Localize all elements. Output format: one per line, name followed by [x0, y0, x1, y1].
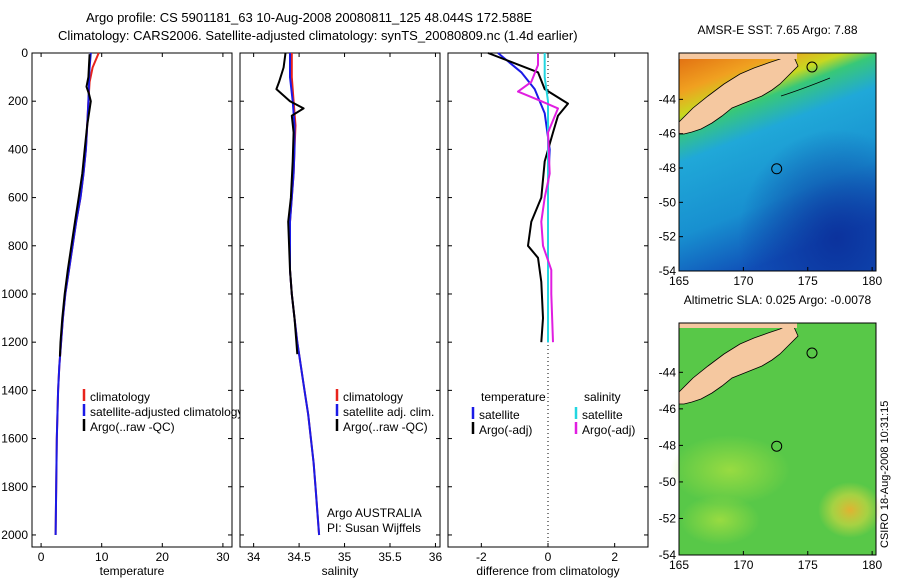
- y-tick-label: -52: [659, 230, 677, 244]
- x-tick-label: 165: [669, 274, 689, 288]
- y-tick-label: 1800: [1, 480, 28, 494]
- y-tick-label: 600: [8, 191, 28, 205]
- pi-label: PI: Susan Wijffels: [327, 521, 421, 535]
- sst-axes-box: [678, 52, 877, 272]
- argo-float-position-marker: [771, 163, 783, 175]
- sla-map-panel: Altimetric SLA: 0.025 Argo: -0.0078 165 17…: [659, 293, 883, 572]
- x-tick-label: 170: [733, 274, 753, 288]
- difference-x-axis-label: difference from climatology: [476, 564, 619, 578]
- temperature-x-axis-label: temperature: [100, 564, 165, 578]
- sla-light-region-2: [680, 495, 760, 545]
- sla-light-region: [670, 435, 790, 505]
- series-line-argo: [58, 54, 92, 357]
- new-zealand-land: [678, 53, 799, 135]
- y-tick-label: -54: [659, 264, 677, 278]
- x-tick-label: 180: [862, 274, 882, 288]
- y-tick-label: -44: [659, 365, 677, 379]
- y-tick-label: 200: [8, 94, 28, 108]
- x-tick-label: 0: [38, 550, 45, 564]
- legend-entry: satellite-adjusted climatology: [90, 405, 243, 419]
- legend-entry: satellite: [582, 408, 623, 422]
- y-tick-label: -48: [659, 438, 677, 452]
- y-tick-label: 800: [8, 239, 28, 253]
- x-tick-label: 35: [338, 550, 352, 564]
- y-tick-label: 1400: [1, 383, 28, 397]
- y-tick-label: -46: [659, 402, 677, 416]
- legend-entry: climatology: [343, 390, 403, 404]
- sst-map-panel: AMSR-E SST: 7.65 Argo: 7.88 165 170 175 180 -…: [659, 23, 883, 288]
- y-tick-label: 1600: [1, 432, 28, 446]
- series-line-argo: [275, 52, 305, 355]
- y-tick-label: -50: [659, 475, 677, 489]
- temperature-axes-box: [31, 52, 233, 548]
- salinity-profile-panel: 34 34.5 35 35.5 36 salinity climatologysatelli…: [239, 52, 443, 578]
- legend-entry: Argo(-adj): [582, 423, 635, 437]
- secondary-position-marker: [806, 61, 818, 73]
- x-tick-label: 34: [247, 550, 261, 564]
- series-line-satellite: [54, 52, 92, 536]
- x-tick-label: 175: [798, 558, 818, 572]
- timestamp-stamp: CSIRO 18-Aug-2008 10:31:15: [879, 400, 891, 548]
- legend-entry: satellite adj. clim.: [343, 405, 434, 419]
- y-tick-label: 1200: [1, 335, 28, 349]
- salinity-x-axis-label: salinity: [322, 564, 359, 578]
- y-tick-label: 2000: [1, 528, 28, 542]
- x-tick-label: 2: [611, 550, 618, 564]
- y-tick-label: -54: [659, 548, 677, 562]
- x-tick-label: 170: [733, 558, 753, 572]
- legend-entry: Argo(-adj): [479, 423, 532, 437]
- program-label: Argo AUSTRALIA: [327, 506, 422, 520]
- north-land-edge: [679, 53, 797, 59]
- legend-entry: Argo(..raw -QC): [343, 420, 428, 434]
- x-tick-label: -2: [476, 550, 487, 564]
- y-tick-label: -44: [659, 92, 677, 106]
- y-tick-label: 400: [8, 142, 28, 156]
- x-tick-label: 180: [862, 558, 882, 572]
- x-tick-label: 30: [216, 550, 230, 564]
- sla-map-title: Altimetric SLA: 0.025 Argo: -0.0078: [684, 293, 872, 307]
- y-tick-label: -46: [659, 127, 677, 141]
- x-tick-label: 0: [545, 550, 552, 564]
- coast-contour: [780, 77, 831, 97]
- y-tick-label: 0: [21, 46, 28, 60]
- north-land-edge: [679, 323, 797, 328]
- x-tick-label: 165: [669, 558, 689, 572]
- x-tick-label: 175: [798, 274, 818, 288]
- new-zealand-land: [678, 323, 799, 405]
- secondary-position-marker: [806, 347, 818, 359]
- legend-group-title: temperature: [481, 390, 546, 404]
- legend-entry: satellite: [479, 408, 520, 422]
- series-line-salinity_argo: [517, 53, 559, 343]
- legend-group-title: salinity: [584, 390, 621, 404]
- x-tick-label: 36: [429, 550, 443, 564]
- sla-axes-box: [678, 322, 877, 556]
- legend-entry: Argo(..raw -QC): [90, 420, 175, 434]
- x-tick-label: 35.5: [378, 550, 402, 564]
- series-line-argo: [487, 52, 569, 343]
- y-tick-label: -50: [659, 195, 677, 209]
- y-tick-label: -52: [659, 511, 677, 525]
- sla-high-anomaly: [818, 482, 882, 538]
- y-tick-label: 1000: [1, 287, 28, 301]
- y-tick-label: -48: [659, 161, 677, 175]
- x-tick-label: 20: [156, 550, 170, 564]
- legend-entry: climatology: [90, 390, 150, 404]
- temperature-profile-panel: 0 10 20 30 0 200 400 600 800 1000 1200 1400 1600 1800…: [1, 46, 243, 578]
- argo-float-position-marker: [771, 440, 783, 452]
- x-tick-label: 34.5: [287, 550, 311, 564]
- sst-map-title: AMSR-E SST: 7.65 Argo: 7.88: [697, 23, 857, 37]
- sst-cold-region: [679, 53, 876, 271]
- figure-title-line-2: Climatology: CARS2006. Satellite-adjuste…: [58, 28, 578, 43]
- x-tick-label: 10: [95, 550, 109, 564]
- figure-title-line-1: Argo profile: CS 5901181_63 10-Aug-2008 …: [86, 10, 533, 25]
- salinity-axes-box: [239, 52, 441, 548]
